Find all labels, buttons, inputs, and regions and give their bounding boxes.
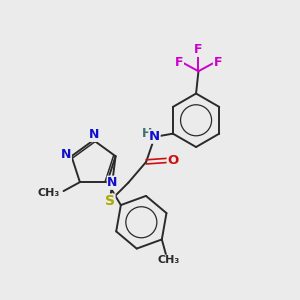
Text: F: F <box>175 56 183 69</box>
Text: N: N <box>89 128 99 141</box>
Text: S: S <box>105 194 115 208</box>
Text: F: F <box>194 43 203 56</box>
Text: N: N <box>61 148 71 161</box>
Text: CH₃: CH₃ <box>158 255 180 265</box>
Text: H: H <box>142 127 152 140</box>
Text: N: N <box>107 176 118 189</box>
Text: F: F <box>214 56 222 69</box>
Text: N: N <box>149 130 160 143</box>
Text: O: O <box>167 154 178 167</box>
Text: CH₃: CH₃ <box>38 188 60 198</box>
